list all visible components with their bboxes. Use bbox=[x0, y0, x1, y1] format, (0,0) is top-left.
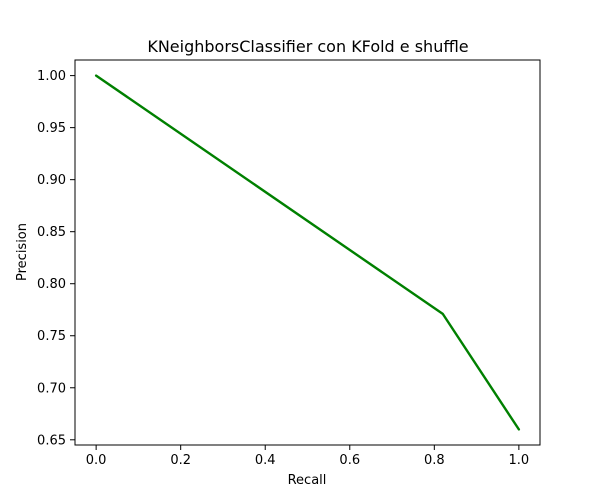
y-tick-label: 0.85 bbox=[37, 225, 66, 240]
y-tick-label: 0.75 bbox=[37, 329, 66, 344]
y-tick-label: 0.70 bbox=[37, 381, 66, 396]
y-tick-label: 0.95 bbox=[37, 121, 66, 136]
x-tick-label: 0.6 bbox=[339, 453, 360, 468]
x-tick-label: 1.0 bbox=[509, 453, 530, 468]
x-tick-label: 0.4 bbox=[255, 453, 276, 468]
y-tick-label: 0.80 bbox=[37, 277, 66, 292]
x-tick-label: 0.0 bbox=[86, 453, 107, 468]
chart-title: KNeighborsClassifier con KFold e shuffle bbox=[147, 37, 468, 56]
y-tick-label: 0.90 bbox=[37, 173, 66, 188]
x-tick-label: 0.2 bbox=[170, 453, 191, 468]
y-tick-label: 1.00 bbox=[37, 69, 66, 84]
x-axis-label: Recall bbox=[288, 473, 327, 488]
plot-frame bbox=[74, 59, 541, 446]
series-line bbox=[94, 74, 521, 431]
y-axis-label: Precision bbox=[15, 223, 30, 281]
x-tick-label: 0.8 bbox=[424, 453, 445, 468]
y-tick-label: 0.65 bbox=[37, 433, 66, 448]
